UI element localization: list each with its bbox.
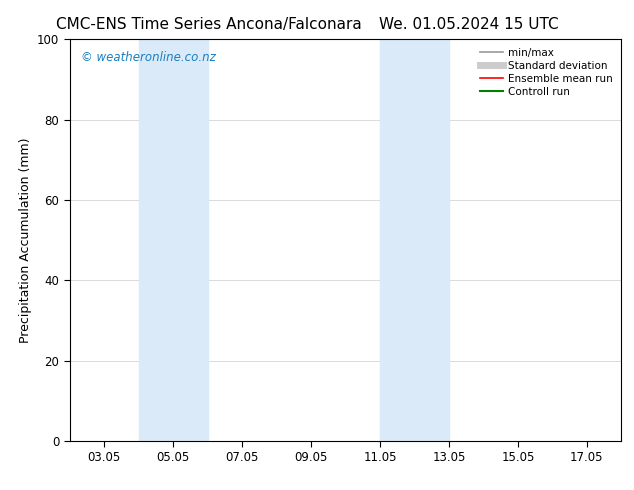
- Text: © weatheronline.co.nz: © weatheronline.co.nz: [81, 51, 216, 64]
- Legend: min/max, Standard deviation, Ensemble mean run, Controll run: min/max, Standard deviation, Ensemble me…: [477, 45, 616, 100]
- Text: We. 01.05.2024 15 UTC: We. 01.05.2024 15 UTC: [379, 17, 559, 32]
- Bar: [380, 39, 449, 441]
- Text: CMC-ENS Time Series Ancona/Falconara: CMC-ENS Time Series Ancona/Falconara: [56, 17, 362, 32]
- Y-axis label: Precipitation Accumulation (mm): Precipitation Accumulation (mm): [18, 137, 32, 343]
- Bar: [139, 39, 207, 441]
